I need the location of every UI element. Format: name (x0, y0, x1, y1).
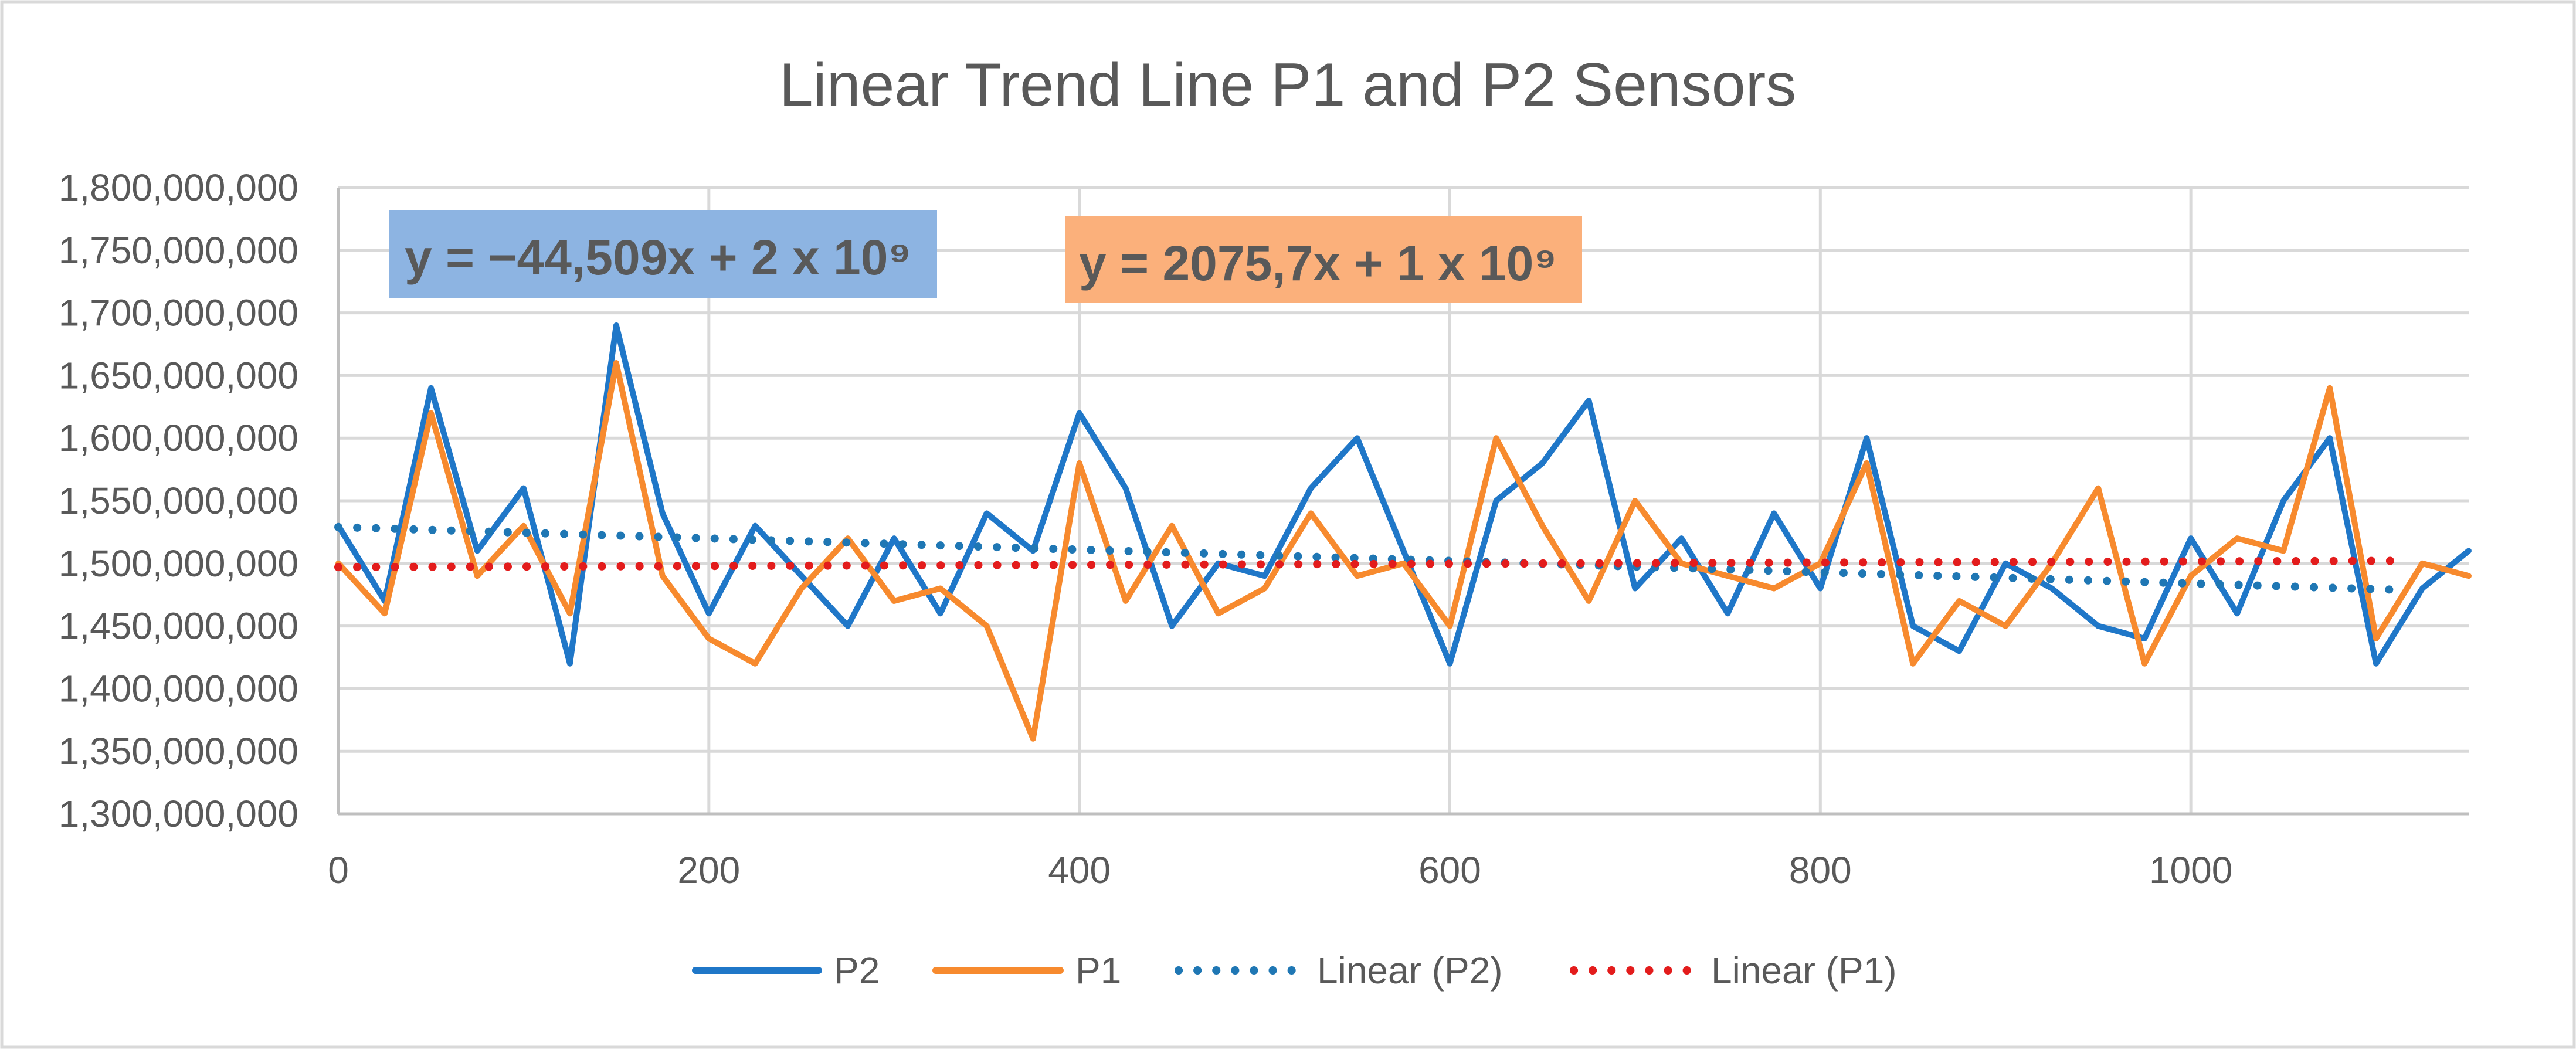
equation-p2-label: y = −44,509x + 2 x 10⁹ (405, 230, 911, 285)
y-tick-label: 1,600,000,000 (59, 417, 298, 459)
series-layer (334, 322, 2472, 742)
x-axis-ticks: 0 200 400 600 800 1000 (328, 849, 2232, 891)
equation-p1-label: y = 2075,7x + 1 x 10⁹ (1079, 236, 1557, 291)
legend-label: P1 (1075, 949, 1121, 992)
y-tick-label: 1,650,000,000 (59, 354, 298, 396)
legend-label: Linear (P2) (1317, 949, 1503, 992)
legend-label: Linear (P1) (1711, 949, 1897, 992)
chart-title: Linear Trend Line P1 and P2 Sensors (779, 51, 1796, 119)
y-tick-label: 1,350,000,000 (59, 730, 298, 772)
equation-p2-box (389, 210, 937, 298)
series-p1-line (335, 360, 2472, 742)
x-tick-label: 400 (1048, 849, 1111, 891)
y-tick-label: 1,400,000,000 (59, 667, 298, 709)
x-tick-label: 800 (1789, 849, 1852, 891)
x-tick-label: 600 (1418, 849, 1481, 891)
y-tick-label: 1,300,000,000 (59, 793, 298, 835)
trendline-p2 (334, 522, 2399, 594)
series-p2-line (335, 322, 2472, 667)
y-axis-ticks: 1,300,000,000 1,350,000,000 1,400,000,000 1… (59, 167, 298, 835)
y-tick-label: 1,800,000,000 (59, 167, 298, 209)
y-tick-label: 1,700,000,000 (59, 292, 298, 334)
legend-label: P2 (834, 949, 880, 992)
y-tick-label: 1,550,000,000 (59, 480, 298, 522)
y-tick-label: 1,750,000,000 (59, 229, 298, 271)
trendline-p1 (334, 556, 2399, 572)
legend: P2 P1 Linear (P2) Linear (P1) (692, 949, 1897, 992)
annotations: y = −44,509x + 2 x 10⁹ y = 2075,7x + 1 x… (389, 210, 1582, 303)
y-tick-label: 1,450,000,000 (59, 605, 298, 647)
x-tick-label: 200 (677, 849, 740, 891)
equation-p1-box (1065, 216, 1582, 303)
x-tick-label: 0 (328, 849, 349, 891)
y-tick-label: 1,500,000,000 (59, 542, 298, 585)
x-tick-label: 1000 (2149, 849, 2232, 891)
